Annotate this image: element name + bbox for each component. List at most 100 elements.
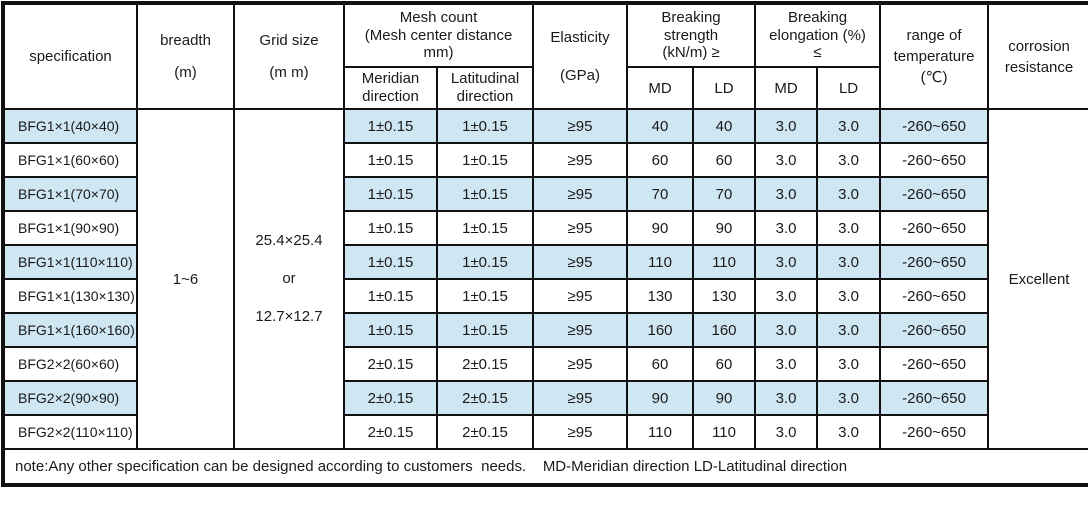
col-header-mesh-count: Mesh count (Mesh center distance mm): [342, 2, 535, 68]
latitudinal-line2: direction: [456, 88, 514, 105]
table-row: BFG2×2(60×60) 2±0.15 2±0.15 ≥95 60 60 3.…: [2, 346, 1088, 382]
temperature-cell: -260~650: [879, 346, 990, 382]
subheader-elongation-md: MD: [754, 66, 819, 110]
subheader-meridian-direction: Meridian direction: [343, 66, 438, 110]
mesh-md-cell: 1±0.15: [343, 312, 438, 348]
elasticity-cell: ≥95: [532, 346, 629, 382]
mesh-md-cell: 2±0.15: [343, 414, 438, 450]
mesh-count-line2: (Mesh center distance: [364, 26, 513, 44]
temperature-cell: -260~650: [879, 414, 990, 450]
elongation-ld-cell: 3.0: [816, 210, 882, 246]
meridian-line1: Meridian: [361, 70, 420, 88]
table-row: BFG1×1(110×110) 1±0.15 1±0.15 ≥95 110 11…: [2, 244, 1088, 280]
mesh-ld-cell: 1±0.15: [435, 142, 535, 178]
elongation-md-cell: 3.0: [754, 108, 819, 144]
breadth-unit: (m): [174, 63, 197, 81]
strength-md-cell: 60: [626, 142, 695, 178]
strength-ld-cell: 70: [692, 176, 757, 212]
specification-table: specification breadth (m) Grid size (m m…: [1, 1, 1088, 487]
elongation-ld-cell: 3.0: [816, 142, 882, 178]
table-row: BFG1×1(40×40) 1~6 25.4×25.4 or 12.7×12.7…: [2, 108, 1088, 450]
temperature-cell: -260~650: [879, 380, 990, 416]
spec-cell: BFG1×1(130×130): [2, 278, 138, 314]
table-row: BFG1×1(60×60) 1±0.15 1±0.15 ≥95 60 60 3.…: [2, 142, 1088, 178]
col-header-corrosion-resistance: corrosion resistance: [987, 2, 1088, 110]
temperature-line2: temperature: [893, 48, 975, 65]
elongation-ld-cell: 3.0: [816, 346, 882, 382]
spec-cell: BFG1×1(160×160): [2, 312, 138, 348]
table-row: BFG1×1(130×130) 1±0.15 1±0.15 ≥95 130 13…: [2, 278, 1088, 314]
spec-cell: BFG2×2(60×60): [2, 346, 138, 382]
breaking-elongation-line1: Breaking: [787, 8, 848, 26]
table-row: BFG1×1(160×160) 1±0.15 1±0.15 ≥95 160 16…: [2, 312, 1088, 348]
strength-ld-cell: 60: [692, 346, 757, 382]
elongation-md-cell: 3.0: [754, 210, 819, 246]
strength-ld-cell: 110: [692, 414, 757, 450]
breadth-merged-cell: 1~6: [136, 108, 235, 450]
temperature-cell: -260~650: [879, 278, 990, 314]
mesh-count-line1: Mesh count: [399, 8, 478, 26]
strength-md-cell: 90: [626, 380, 695, 416]
mesh-ld-cell: 1±0.15: [435, 176, 535, 212]
strength-ld-cell: 60: [692, 142, 757, 178]
spec-cell: BFG1×1(90×90): [2, 210, 138, 246]
table-row: BFG2×2(110×110) 2±0.15 2±0.15 ≥95 110 11…: [2, 414, 1088, 450]
mesh-md-cell: 1±0.15: [343, 108, 438, 144]
spec-cell: BFG1×1(40×40): [2, 108, 138, 144]
elongation-md-cell: 3.0: [754, 142, 819, 178]
elongation-md-cell: 3.0: [754, 346, 819, 382]
strength-ld-cell: 90: [692, 210, 757, 246]
elasticity-cell: ≥95: [532, 108, 629, 144]
strength-ld-cell: 110: [692, 244, 757, 280]
meridian-line2: direction: [362, 88, 419, 105]
mesh-ld-cell: 1±0.15: [435, 210, 535, 246]
header-row-2: Meridian direction Latitudinal direction…: [3, 66, 1088, 110]
mesh-ld-cell: 1±0.15: [435, 244, 535, 280]
temperature-cell: -260~650: [879, 210, 990, 246]
elasticity-cell: ≥95: [532, 380, 629, 416]
temperature-cell: -260~650: [879, 108, 990, 144]
temperature-cell: -260~650: [879, 142, 990, 178]
subheader-strength-md: MD: [626, 66, 695, 110]
breaking-strength-line2: strength: [663, 26, 719, 44]
elasticity-cell: ≥95: [532, 414, 629, 450]
mesh-ld-cell: 1±0.15: [435, 278, 535, 314]
elasticity-cell: ≥95: [532, 312, 629, 348]
strength-md-cell: 160: [626, 312, 695, 348]
elongation-ld-cell: 3.0: [816, 176, 882, 212]
col-header-grid-size: Grid size (m m): [233, 2, 345, 110]
elongation-ld-cell: 3.0: [816, 414, 882, 450]
grid-size-option-2: 12.7×12.7: [255, 308, 323, 325]
mesh-md-cell: 1±0.15: [343, 278, 438, 314]
strength-md-cell: 70: [626, 176, 695, 212]
temperature-line1: range of: [906, 27, 962, 44]
mesh-md-cell: 2±0.15: [343, 380, 438, 416]
col-header-specification: specification: [2, 2, 138, 110]
strength-md-cell: 60: [626, 346, 695, 382]
temperature-cell: -260~650: [879, 176, 990, 212]
strength-ld-cell: 160: [692, 312, 757, 348]
grid-size-option-1: 25.4×25.4: [255, 232, 323, 249]
spec-cell: BFG1×1(60×60): [2, 142, 138, 178]
temperature-cell: -260~650: [879, 312, 990, 348]
elasticity-cell: ≥95: [532, 278, 629, 314]
corrosion-merged-cell: Excellent: [987, 108, 1088, 450]
table-row: BFG1×1(90×90) 1±0.15 1±0.15 ≥95 90 90 3.…: [2, 210, 1088, 246]
note-text: note:Any other specification can be desi…: [1, 448, 1088, 486]
elongation-md-cell: 3.0: [754, 380, 819, 416]
corrosion-line1: corrosion: [1008, 37, 1070, 55]
strength-md-cell: 90: [626, 210, 695, 246]
strength-md-cell: 130: [626, 278, 695, 314]
strength-ld-cell: 40: [692, 108, 757, 144]
col-header-breaking-strength: Breaking strength (kN/m) ≥: [626, 2, 757, 68]
breadth-label: breadth: [160, 31, 211, 49]
strength-md-cell: 110: [626, 414, 695, 450]
elasticity-label: Elasticity: [550, 28, 610, 46]
note-row: note:Any other specification can be desi…: [1, 448, 1088, 486]
elongation-ld-cell: 3.0: [816, 244, 882, 280]
strength-ld-cell: 90: [692, 380, 757, 416]
table-row: BFG1×1(70×70) 1±0.15 1±0.15 ≥95 70 70 3.…: [2, 176, 1088, 212]
grid-size-unit: (m m): [269, 63, 309, 81]
temperature-cell: -260~650: [879, 244, 990, 280]
mesh-ld-cell: 2±0.15: [435, 380, 535, 416]
